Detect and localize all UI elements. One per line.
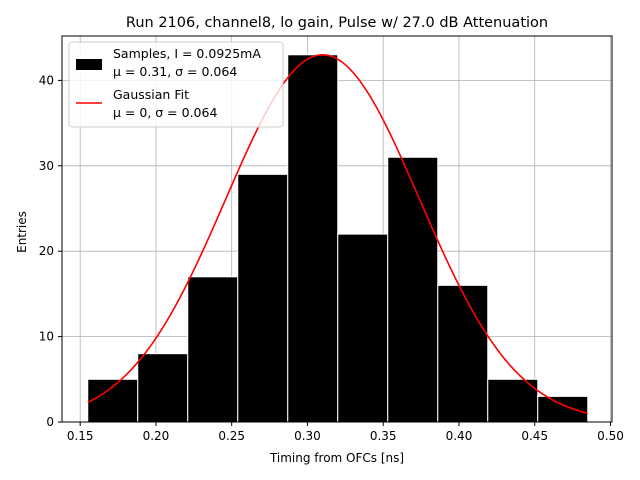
y-axis-label: Entries — [15, 211, 29, 253]
x-tick-label: 0.30 — [294, 429, 321, 443]
x-axis-label: Timing from OFCs [ns] — [269, 451, 404, 465]
legend-label-samples-stats: μ = 0.31, σ = 0.064 — [113, 64, 237, 79]
histogram-bar — [287, 54, 339, 423]
histogram-bar — [537, 395, 589, 423]
histogram-bar — [337, 233, 389, 423]
legend-label-gaussian-stats: μ = 0, σ = 0.064 — [113, 105, 217, 120]
y-tick-label: 10 — [39, 330, 54, 344]
x-axis-ticks: 0.15 0.20 0.25 0.30 0.35 0.40 0.45 0.50 — [67, 422, 624, 443]
x-tick-label: 0.40 — [446, 429, 473, 443]
y-tick-label: 20 — [39, 244, 54, 258]
histogram-bars — [87, 54, 589, 423]
gaussian-fit-line — [87, 53, 588, 415]
legend: Samples, I = 0.0925mA μ = 0.31, σ = 0.06… — [68, 41, 284, 128]
y-tick-label: 40 — [39, 73, 54, 87]
y-axis-ticks: 0 10 20 30 40 — [39, 73, 62, 429]
x-tick-label: 0.45 — [521, 429, 548, 443]
x-tick-label: 0.50 — [597, 429, 624, 443]
histogram-bar — [187, 276, 239, 423]
x-tick-label: 0.25 — [218, 429, 245, 443]
legend-swatch-samples — [76, 59, 102, 70]
legend-box — [68, 41, 284, 128]
histogram-bar — [137, 353, 189, 423]
y-tick-label: 0 — [46, 415, 54, 429]
legend-label-samples: Samples, I = 0.0925mA — [113, 46, 261, 61]
x-tick-label: 0.35 — [370, 429, 397, 443]
legend-label-gaussian: Gaussian Fit — [113, 87, 189, 102]
histogram-bar — [387, 156, 439, 423]
histogram-bar — [237, 173, 289, 423]
chart-title: Run 2106, channel8, lo gain, Pulse w/ 27… — [126, 15, 548, 31]
y-tick-label: 30 — [39, 159, 54, 173]
x-tick-label: 0.15 — [67, 429, 94, 443]
plot-frame — [61, 35, 613, 423]
histogram-bar — [437, 284, 489, 423]
gaussian-fit-curve — [87, 53, 588, 415]
x-tick-label: 0.20 — [143, 429, 170, 443]
histogram-bar — [487, 378, 539, 423]
